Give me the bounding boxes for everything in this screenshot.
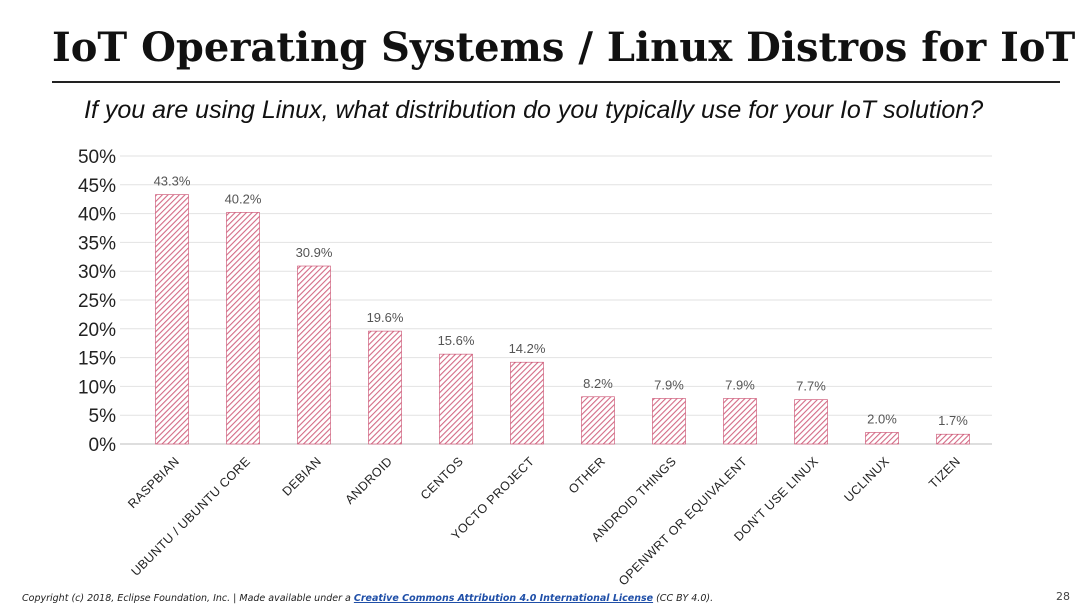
y-tick-label: 50%: [78, 147, 116, 168]
data-label: 15.6%: [438, 333, 475, 348]
bar: [155, 194, 189, 445]
x-tick-label: OTHER: [566, 454, 608, 496]
data-label: 14.2%: [509, 341, 546, 356]
bar-data-labels: 43.3% 40.2% 30.9% 19.6% 15.6% 14.2% 8.2% 7.9% 7.…: [154, 174, 969, 429]
data-label: 1.7%: [938, 413, 968, 428]
title-divider: [52, 81, 1060, 83]
footer-suffix: (CC BY 4.0).: [653, 593, 714, 604]
survey-question: If you are using Linux, what distributio…: [84, 96, 984, 124]
x-tick-label: OPENWRT OR EQUIVALENT: [616, 454, 750, 588]
y-tick-label: 35%: [78, 233, 116, 254]
x-tick-label: TIZEN: [926, 454, 963, 491]
bar: [297, 265, 331, 445]
bar: [794, 399, 828, 445]
license-link[interactable]: Creative Commons Attribution 4.0 Interna…: [353, 593, 654, 604]
y-tick-label: 45%: [78, 176, 116, 197]
y-tick-label: 0%: [89, 435, 117, 456]
x-tick-label: DEBIAN: [280, 454, 325, 499]
x-tick-label: UCLINUX: [841, 454, 892, 505]
y-tick-label: 10%: [78, 377, 116, 398]
page-number: 28: [1056, 590, 1070, 603]
bar: [226, 212, 260, 445]
data-label: 7.7%: [796, 379, 826, 394]
bar: [368, 330, 402, 445]
y-axis-tick-labels: 0% 5% 10% 15% 20% 25% 30% 35% 40% 45% 50%: [78, 147, 116, 456]
chart-gridlines: [120, 155, 992, 445]
data-label: 30.9%: [296, 245, 333, 260]
bar: [723, 398, 757, 445]
bar: [652, 398, 686, 445]
data-label: 43.3%: [154, 174, 191, 189]
slide-title: IoT Operating Systems / Linux Distros fo…: [52, 24, 1076, 71]
bar: [510, 361, 544, 445]
x-tick-label: RASPBIAN: [125, 454, 182, 511]
data-label: 7.9%: [654, 377, 684, 392]
y-tick-label: 30%: [78, 262, 116, 283]
data-label: 8.2%: [583, 376, 613, 391]
x-tick-label: CENTOS: [418, 454, 466, 502]
x-tick-label: ANDROID: [342, 454, 395, 507]
x-tick-label: UBUNTU / UBUNTU CORE: [129, 454, 254, 579]
bar: [936, 433, 970, 445]
data-label: 7.9%: [725, 377, 755, 392]
data-label: 19.6%: [367, 310, 404, 325]
y-tick-label: 15%: [78, 349, 116, 370]
y-tick-label: 20%: [78, 320, 116, 341]
bar: [439, 353, 473, 445]
y-tick-label: 5%: [89, 406, 117, 427]
y-tick-label: 25%: [78, 291, 116, 312]
bar: [865, 432, 899, 445]
copyright-footer: Copyright (c) 2018, Eclipse Foundation, …: [22, 593, 713, 604]
data-label: 40.2%: [225, 191, 262, 206]
data-label: 2.0%: [867, 411, 897, 426]
bar: [581, 396, 615, 445]
y-tick-label: 40%: [78, 205, 116, 226]
footer-text: Copyright (c) 2018, Eclipse Foundation, …: [22, 593, 354, 604]
chart-bars: [155, 194, 970, 445]
bar-chart: 0% 5% 10% 15% 20% 25% 30% 35% 40% 45% 50% 43.3% 40.…: [78, 147, 992, 588]
